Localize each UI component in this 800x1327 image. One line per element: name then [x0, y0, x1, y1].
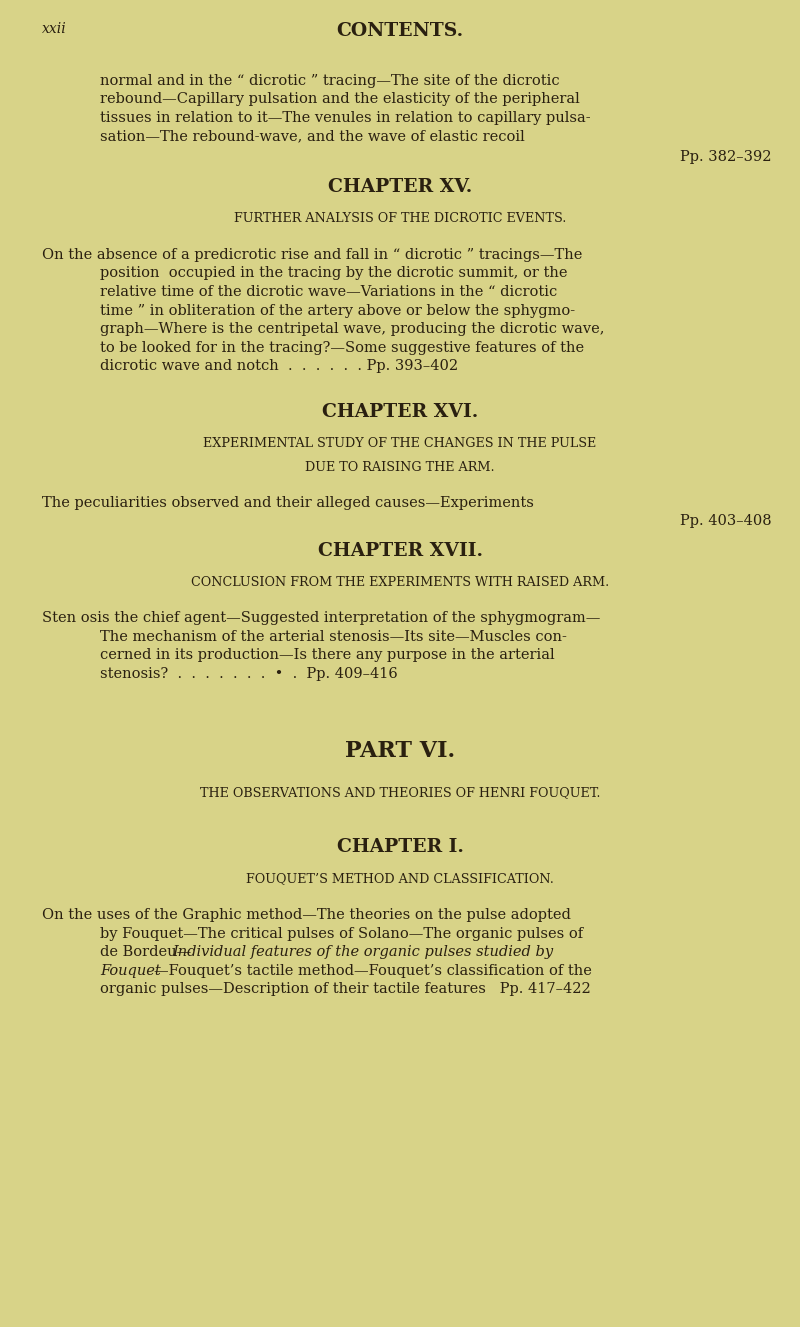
Text: PART VI.: PART VI.	[345, 740, 455, 762]
Text: by Fouquet—The critical pulses of Solano—The organic pulses of: by Fouquet—The critical pulses of Solano…	[100, 926, 583, 941]
Text: FOUQUET’S METHOD AND CLASSIFICATION.: FOUQUET’S METHOD AND CLASSIFICATION.	[246, 872, 554, 885]
Text: CONTENTS.: CONTENTS.	[337, 23, 463, 40]
Text: rebound—Capillary pulsation and the elasticity of the peripheral: rebound—Capillary pulsation and the elas…	[100, 93, 580, 106]
Text: DUE TO RAISING THE ARM.: DUE TO RAISING THE ARM.	[305, 460, 495, 474]
Text: The mechanism of the arterial stenosis—Its site—Muscles con-: The mechanism of the arterial stenosis—I…	[100, 629, 567, 644]
Text: The peculiarities observed and their alleged causes—Experiments: The peculiarities observed and their all…	[42, 495, 534, 510]
Text: time ” in obliteration of the artery above or below the sphygmo-: time ” in obliteration of the artery abo…	[100, 304, 575, 317]
Text: CHAPTER XV.: CHAPTER XV.	[328, 178, 472, 196]
Text: stenosis?  .  .  .  .  .  .  .  •  .  Pp. 409–416: stenosis? . . . . . . . • . Pp. 409–416	[100, 666, 398, 681]
Text: FURTHER ANALYSIS OF THE DICROTIC EVENTS.: FURTHER ANALYSIS OF THE DICROTIC EVENTS.	[234, 212, 566, 226]
Text: CHAPTER XVI.: CHAPTER XVI.	[322, 402, 478, 421]
Text: CHAPTER XVII.: CHAPTER XVII.	[318, 541, 482, 560]
Text: Pp. 403–408: Pp. 403–408	[680, 514, 772, 528]
Text: Sten osis the chief agent—Suggested interpretation of the sphygmogram—: Sten osis the chief agent—Suggested inte…	[42, 610, 600, 625]
Text: Pp. 382–392: Pp. 382–392	[681, 150, 772, 165]
Text: CONCLUSION FROM THE EXPERIMENTS WITH RAISED ARM.: CONCLUSION FROM THE EXPERIMENTS WITH RAI…	[191, 576, 609, 589]
Text: On the absence of a predicrotic rise and fall in “ dicrotic ” tracings—The: On the absence of a predicrotic rise and…	[42, 248, 582, 261]
Text: position  occupied in the tracing by the dicrotic summit, or the: position occupied in the tracing by the …	[100, 267, 567, 280]
Text: relative time of the dicrotic wave—Variations in the “ dicrotic: relative time of the dicrotic wave—Varia…	[100, 285, 558, 299]
Text: CHAPTER I.: CHAPTER I.	[337, 837, 463, 856]
Text: xxii: xxii	[42, 23, 66, 36]
Text: sation—The rebound-wave, and the wave of elastic recoil: sation—The rebound-wave, and the wave of…	[100, 130, 525, 143]
Text: Individual features of the organic pulses studied by: Individual features of the organic pulse…	[172, 945, 553, 959]
Text: EXPERIMENTAL STUDY OF THE CHANGES IN THE PULSE: EXPERIMENTAL STUDY OF THE CHANGES IN THE…	[203, 437, 597, 450]
Text: graph—Where is the centripetal wave, producing the dicrotic wave,: graph—Where is the centripetal wave, pro…	[100, 322, 605, 336]
Text: de Bordeu—: de Bordeu—	[100, 945, 191, 959]
Text: THE OBSERVATIONS AND THEORIES OF HENRI FOUQUET.: THE OBSERVATIONS AND THEORIES OF HENRI F…	[200, 786, 600, 799]
Text: On the uses of the Graphic method—The theories on the pulse adopted: On the uses of the Graphic method—The th…	[42, 908, 571, 922]
Text: —Fouquet’s tactile method—Fouquet’s classification of the: —Fouquet’s tactile method—Fouquet’s clas…	[154, 963, 592, 978]
Text: to be looked for in the tracing?—Some suggestive features of the: to be looked for in the tracing?—Some su…	[100, 341, 584, 354]
Text: dicrotic wave and notch  .  .  .  .  .  . Pp. 393–402: dicrotic wave and notch . . . . . . Pp. …	[100, 360, 458, 373]
Text: tissues in relation to it—The venules in relation to capillary pulsa-: tissues in relation to it—The venules in…	[100, 111, 590, 125]
Text: normal and in the “ dicrotic ” tracing—The site of the dicrotic: normal and in the “ dicrotic ” tracing—T…	[100, 74, 560, 88]
Text: cerned in its production—Is there any purpose in the arterial: cerned in its production—Is there any pu…	[100, 648, 554, 662]
Text: organic pulses—Description of their tactile features   Pp. 417–422: organic pulses—Description of their tact…	[100, 982, 590, 997]
Text: Fouquet: Fouquet	[100, 963, 161, 978]
